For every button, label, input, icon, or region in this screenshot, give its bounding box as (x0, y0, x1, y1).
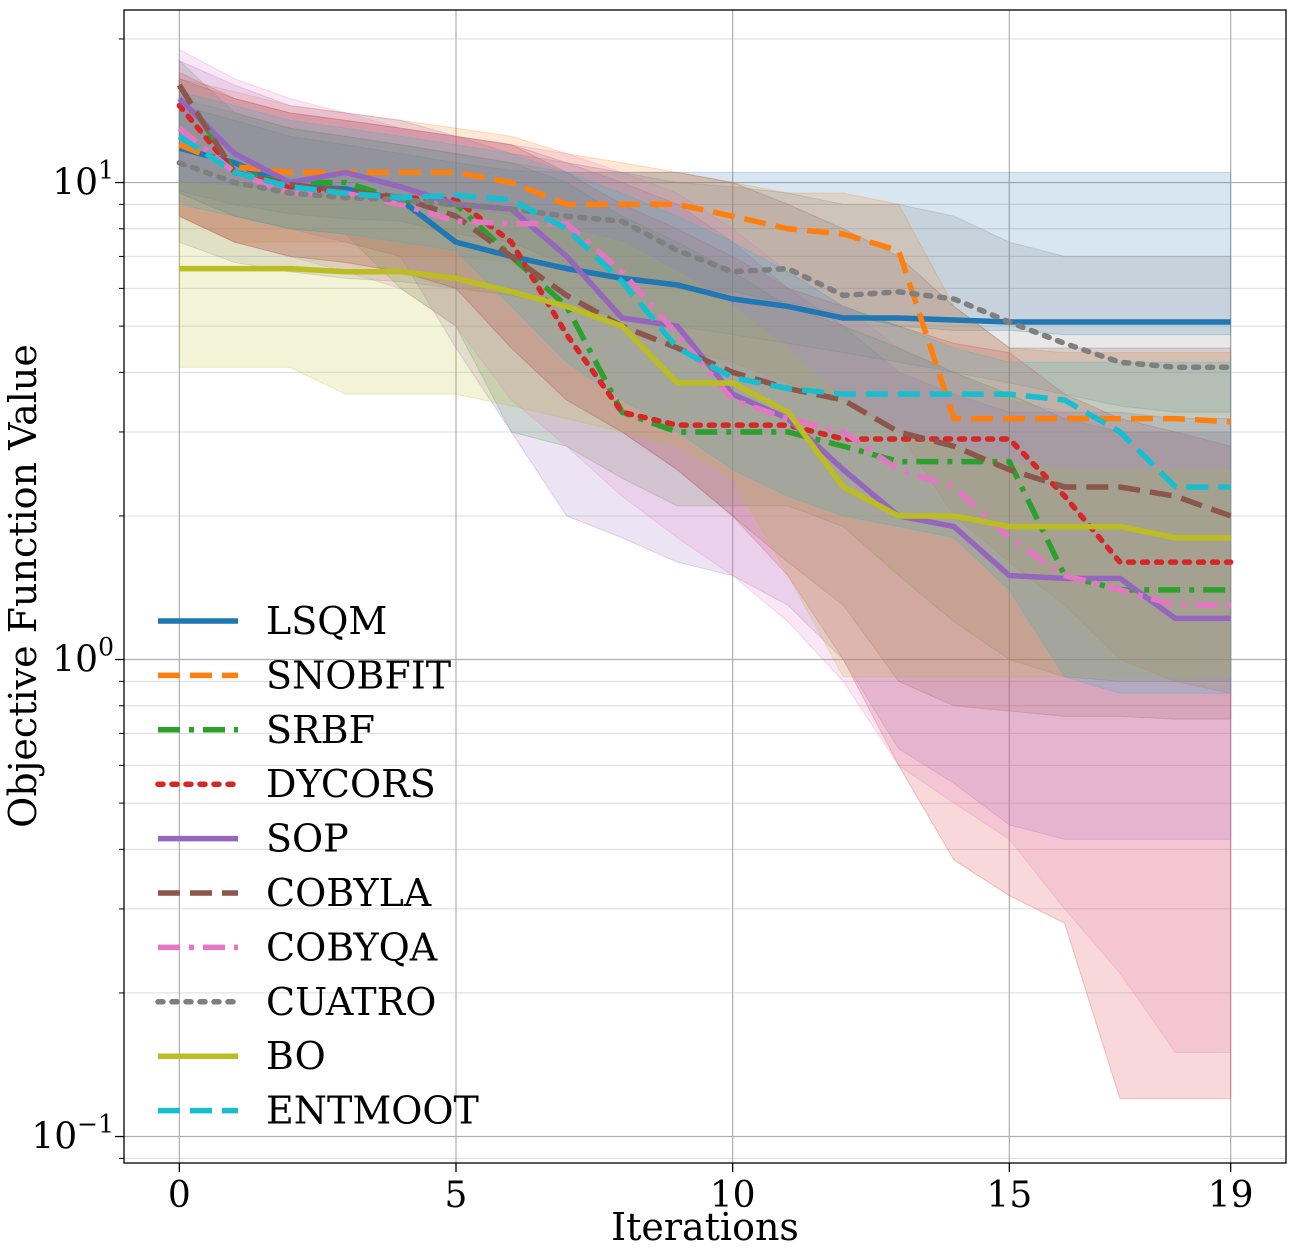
legend-label-cobyqa: COBYQA (266, 925, 438, 969)
y-tick-label: 101 (52, 156, 114, 204)
legend-label-lsqm: LSQM (266, 599, 387, 643)
x-tick-label: 0 (168, 1175, 191, 1216)
legend-label-bo: BO (266, 1034, 326, 1078)
legend-label-srbf: SRBF (266, 708, 375, 752)
plot-frame (123, 9, 1287, 1164)
legend-label-cobyla: COBYLA (266, 871, 432, 915)
x-tick-label: 5 (445, 1175, 468, 1216)
x-tick-label: 19 (1208, 1175, 1254, 1216)
legend-label-cuatro: CUATRO (266, 980, 436, 1024)
line-bo (179, 265, 1231, 541)
legend: LSQM SNOBFIT SRBF DYCORS SOP COBYLA COBYQA CUAT… (155, 599, 479, 1133)
y-axis-label: Objective Function Value (1, 344, 45, 828)
line-cobyqa (177, 126, 1231, 608)
series-lines (176, 83, 1234, 622)
y-tick-label: 100 (52, 633, 114, 681)
band-cobyqa (178, 48, 1232, 1054)
uncertainty-bands (178, 48, 1232, 1100)
band-cuatro (178, 97, 1232, 413)
plot-background (124, 10, 1286, 1163)
line-cobyla (177, 83, 1232, 519)
band-sop (178, 60, 1232, 840)
legend-label-dycors: DYCORS (266, 762, 436, 806)
legend-label-entmoot: ENTMOOT (266, 1089, 479, 1133)
band-dycors (178, 71, 1232, 1100)
x-tick-label: 15 (986, 1175, 1032, 1216)
legend-label-sop: SOP (266, 817, 349, 861)
x-tick-label: 10 (710, 1175, 756, 1216)
x-axis-label: Iterations (611, 1205, 799, 1249)
axis-ticks: 10−1 100 101 0 5 10 15 19 (31, 38, 1254, 1216)
line-cuatro (176, 160, 1234, 370)
line-srbf (177, 83, 1231, 593)
band-cobyla (178, 78, 1232, 720)
legend-label-snobfit: SNOBFIT (266, 653, 451, 697)
y-tick-label: 10−1 (31, 1110, 114, 1158)
